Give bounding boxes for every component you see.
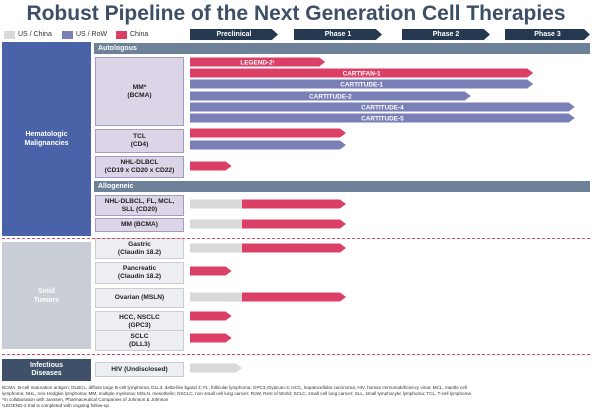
program-gastric: Gastric (Claudin 18.2): [95, 238, 184, 259]
pipeline-bar-ovarian-0: [190, 292, 346, 302]
phase-header-phase-3: Phase 3: [505, 29, 590, 40]
pipeline-bar-segment-region: [190, 199, 242, 209]
pipeline-bar-mm_bcma-3: CARTITUDE-2: [190, 91, 471, 101]
program-tcl-cd4: TCL (CD4): [95, 129, 184, 153]
pipeline-arrow: [190, 79, 534, 89]
pipeline-bar-mm_bcma-5: CARTITUDE-5: [190, 113, 575, 123]
pipeline-bar-label: CARTITUDE-1: [340, 82, 383, 89]
pipeline-bar-segment-region: [190, 292, 242, 302]
pipeline-bar-pancreatic-0: [190, 266, 232, 276]
pipeline-arrow: [242, 219, 346, 229]
pipeline-bar-allo_mm-0: [190, 219, 346, 229]
pipeline-bar-gastric-0: [190, 243, 346, 253]
pipeline-arrow: [190, 140, 346, 150]
pipeline-bar-tcl_cd4-1: [190, 140, 346, 150]
pipeline-arrow: [190, 68, 534, 78]
pipeline-bar-sclc-0: [190, 333, 232, 343]
pipeline-arrow: [190, 57, 326, 67]
page-title: Robust Pipeline of the Next Generation C…: [26, 2, 566, 25]
pipeline-bar-mm_bcma-4: CARTITUDE-4: [190, 102, 575, 112]
pipeline-bar-label: CARTITUDE-2: [309, 94, 352, 101]
legend-label-us-row: US / RoW: [76, 31, 108, 38]
footnote-4: ¹LEGEND-2 trial is completed with ongoin…: [2, 403, 109, 408]
category-hematologic: Hematologic Malignancies: [2, 42, 91, 236]
pipeline-bar-segment-region: [190, 219, 242, 229]
phase-header-phase-1: Phase 1: [294, 29, 382, 40]
pipeline-arrow: [190, 161, 232, 171]
pipeline-arrow: [190, 266, 232, 276]
pipeline-bar-segment-region: [190, 243, 242, 253]
pipeline-arrow: [190, 311, 232, 321]
pipeline-arrow: [190, 333, 232, 343]
pipeline-bar-mm_bcma-2: CARTITUDE-1: [190, 79, 534, 89]
pipeline-bar-hiv-0: [190, 363, 242, 373]
pipeline-arrow: [190, 128, 346, 138]
pipeline-bar-label: CARTIFAN-1: [343, 71, 381, 78]
pipeline-bar-hcc-0: [190, 311, 232, 321]
program-allo-nhl: NHL-DLBCL, FL, MCL, SLL (CD20): [95, 195, 184, 216]
pipeline-bar-label: LEGEND-2¹: [240, 60, 274, 67]
pipeline-bar-label: CARTITUDE-4: [361, 105, 404, 112]
program-ovarian: Ovarian (MSLN): [95, 288, 184, 308]
pipeline-bar-mm_bcma-0: LEGEND-2¹: [190, 57, 326, 67]
pipeline-arrow: [242, 292, 346, 302]
program-hiv: HIV (Undisclosed): [95, 362, 184, 377]
legend-swatch-china: [116, 31, 127, 39]
footnote-3: *In collaboration with Janssen, Pharmace…: [2, 397, 169, 402]
phase-header-phase-2: Phase 2: [402, 29, 490, 40]
pipeline-arrow: [242, 243, 346, 253]
pipeline-arrow: [190, 102, 575, 112]
divider-infectious: [2, 354, 590, 355]
pipeline-arrow: [242, 199, 346, 209]
program-mm-bcma: MM* (BCMA): [95, 57, 184, 126]
section-autologous: Autologous: [94, 43, 590, 54]
program-pancreatic: Pancreatic (Claudin 18.2): [95, 262, 184, 284]
footnote-2: lymphoma; NHL, non-Hodgkin lymphoma; MM,…: [2, 391, 471, 396]
pipeline-arrow: [190, 91, 471, 101]
pipeline-bar-nhl_dlbcl-0: [190, 161, 232, 171]
program-allo-mm: MM (BCMA): [95, 218, 184, 232]
pipeline-arrow: [190, 113, 575, 123]
legend-swatch-us-china: [4, 31, 15, 39]
footnote-1: BCMA, B-cell maturation antigen; DLBCL, …: [2, 385, 467, 390]
divider-solid-tumors: [2, 238, 590, 239]
phase-header-preclinical: Preclinical: [190, 29, 278, 40]
program-nhl-dlbcl: NHL-DLBCL (CD19 x CD20 x CD22): [95, 156, 184, 178]
pipeline-bar-allo_nhl-0: [190, 199, 346, 209]
legend-label-us-china: US / China: [18, 31, 52, 38]
legend-label-china: China: [130, 31, 149, 38]
category-solid-tumors: Solid Tumors: [2, 242, 91, 349]
pipeline-bar-tcl_cd4-0: [190, 128, 346, 138]
program-sclc: SCLC (DLL3): [95, 330, 184, 351]
legend-swatch-us-row: [62, 31, 73, 39]
pipeline-bar-mm_bcma-1: CARTIFAN-1: [190, 68, 534, 78]
section-allogeneic: Allogeneic: [94, 181, 590, 192]
pipeline-arrow: [190, 363, 242, 373]
pipeline-bar-label: CARTITUDE-5: [361, 116, 404, 123]
category-infectious-diseases: Infectious Diseases: [2, 359, 91, 381]
